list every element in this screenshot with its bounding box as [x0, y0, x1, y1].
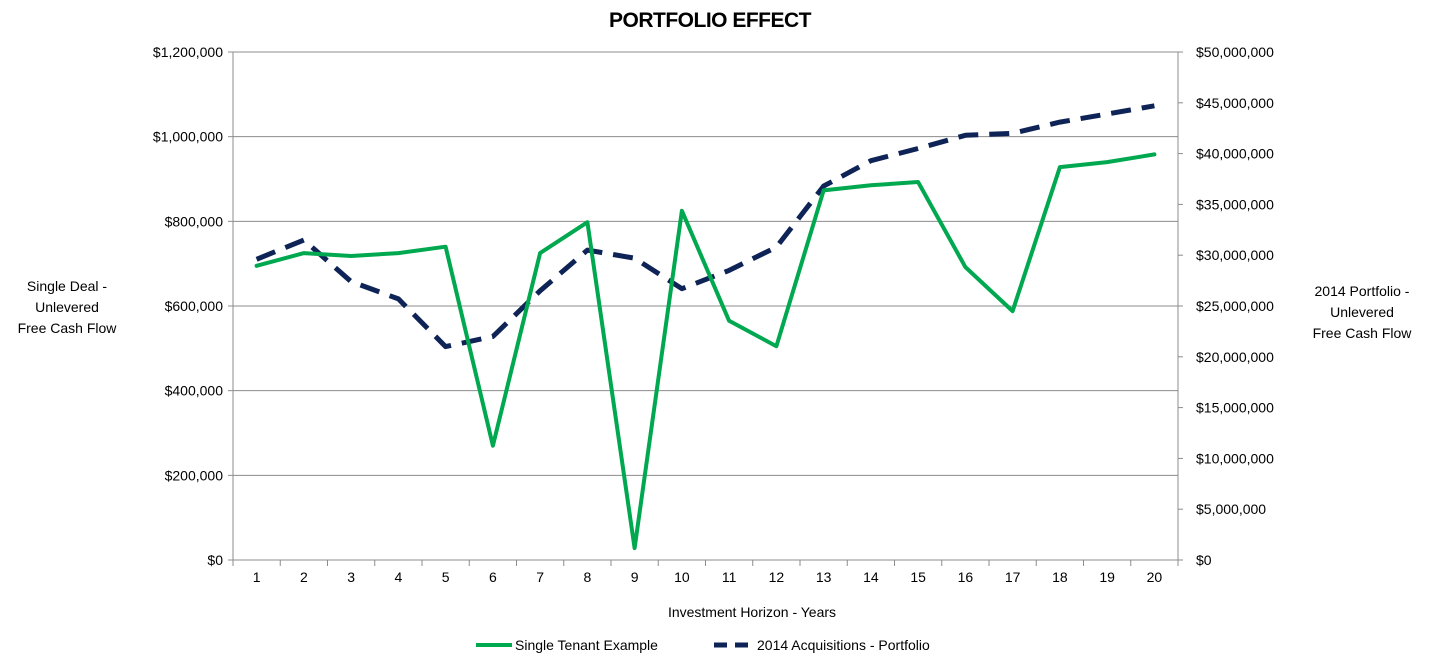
x-tick-label: 6: [489, 569, 497, 585]
x-tick-label: 15: [910, 569, 926, 585]
series-line-single-tenant: [254, 152, 1157, 551]
x-tick-label: 19: [1099, 569, 1115, 585]
series-layer: [254, 103, 1157, 551]
x-tick-label: 5: [442, 569, 450, 585]
x-axis: 1 2 3 4 5 6 7 8 9 10 11 12 13 14 15 16 17 18 19 20: [232, 560, 1179, 585]
right-tick-label: $5,000,000: [1196, 501, 1266, 517]
right-tick-label: $40,000,000: [1196, 146, 1274, 162]
left-tick-label: $0: [207, 552, 223, 568]
right-tick-label: $30,000,000: [1196, 247, 1274, 263]
left-axis-title-line-1: Single Deal -: [27, 278, 107, 294]
x-tick-label: 4: [394, 569, 402, 585]
x-tick-label: 18: [1052, 569, 1068, 585]
right-tick-label: $25,000,000: [1196, 298, 1274, 314]
left-tick-label: $200,000: [165, 467, 224, 483]
right-axis-title-line-2: Unlevered: [1330, 304, 1394, 320]
x-tick-label: 8: [583, 569, 591, 585]
left-axis: $0 $200,000 $400,000 $600,000 $800,000 $1,000…: [153, 44, 223, 568]
x-tick-label: 10: [674, 569, 690, 585]
left-tick-label: $1,200,000: [153, 44, 223, 60]
right-tick-label: $50,000,000: [1196, 44, 1274, 60]
legend-label-single-tenant: Single Tenant Example: [515, 637, 658, 653]
x-tick-label: 16: [958, 569, 974, 585]
x-axis-title: Investment Horizon - Years: [668, 604, 836, 620]
right-tick-label: $20,000,000: [1196, 349, 1274, 365]
x-tick-label: 12: [769, 569, 785, 585]
left-tick-label: $800,000: [165, 213, 224, 229]
x-tick-label: 9: [631, 569, 639, 585]
x-tick-label: 7: [536, 569, 544, 585]
right-tick-label: $35,000,000: [1196, 196, 1274, 212]
left-tick-label: $400,000: [165, 383, 224, 399]
left-tick-label: $1,000,000: [153, 129, 223, 145]
left-axis-title-line-2: Unlevered: [35, 299, 99, 315]
x-tick-label: 1: [253, 569, 261, 585]
x-tick-label: 20: [1147, 569, 1163, 585]
legend: Single Tenant Example 2014 Acquisitions …: [476, 637, 930, 653]
series-line-portfolio: [255, 103, 1155, 350]
x-tick-label: 11: [722, 569, 737, 585]
chart-title: PORTFOLIO EFFECT: [609, 9, 812, 32]
x-tick-label: 2: [300, 569, 308, 585]
right-tick-label: $10,000,000: [1196, 450, 1274, 466]
x-tick-label: 17: [1005, 569, 1021, 585]
x-tick-label: 14: [863, 569, 879, 585]
left-axis-title-line-3: Free Cash Flow: [18, 320, 118, 336]
right-tick-label: $45,000,000: [1196, 95, 1274, 111]
right-tick-label: $0: [1196, 552, 1212, 568]
x-tick-label: 13: [816, 569, 832, 585]
right-tick-label: $15,000,000: [1196, 400, 1274, 416]
legend-label-portfolio: 2014 Acquisitions - Portfolio: [757, 637, 930, 653]
left-tick-label: $600,000: [165, 298, 224, 314]
right-axis-title-line-1: 2014 Portfolio -: [1315, 283, 1410, 299]
x-tick-label: 3: [347, 569, 355, 585]
right-axis-title-line-3: Free Cash Flow: [1313, 325, 1413, 341]
gridlines: [233, 51, 1178, 476]
right-axis: $0 $5,000,000 $10,000,000 $15,000,000 $20,00…: [1178, 44, 1274, 568]
